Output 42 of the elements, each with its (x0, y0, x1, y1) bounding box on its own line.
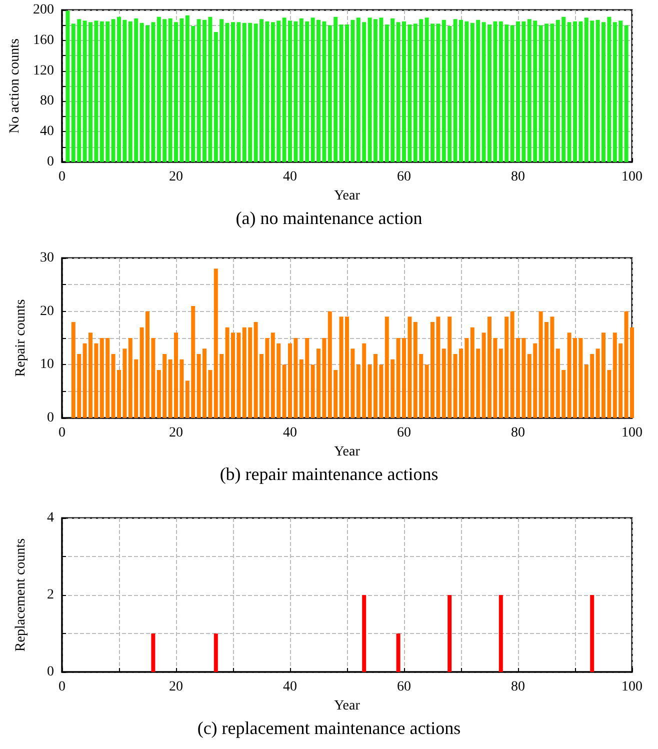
x-tick-label: 20 (169, 426, 183, 440)
x-tick-label: 0 (58, 170, 66, 184)
x-axis-title: Year (334, 698, 360, 714)
x-tick-label: 40 (283, 170, 297, 184)
y-tick-label: 10 (40, 357, 54, 372)
y-tick-label: 40 (40, 124, 54, 140)
text: (b) repair maintenance actions (220, 464, 438, 484)
y-axis-title: No action counts (8, 38, 23, 134)
x-tick-label: 0 (58, 680, 66, 694)
x-tick-label: 80 (511, 680, 525, 694)
text: (a) no maintenance action (236, 208, 422, 228)
y-tick-label: 120 (33, 63, 54, 78)
x-tick-label: 80 (511, 170, 525, 184)
x-axis-title: Year (334, 444, 360, 460)
x-tick-label: 100 (622, 170, 642, 184)
y-tick-label: 2 (47, 588, 54, 602)
x-tick-label: 20 (169, 170, 183, 184)
y-tick-label: 0 (47, 410, 54, 426)
x-tick-label: 60 (397, 170, 411, 184)
x-tick-label: 60 (397, 680, 411, 694)
y-tick-label: 160 (33, 32, 54, 48)
x-axis-title: Year (334, 188, 360, 204)
text: (c) replacement maintenance actions (197, 718, 461, 738)
x-tick-label: 100 (622, 426, 642, 440)
y-tick-label: 0 (47, 154, 54, 170)
y-tick-label: 80 (40, 94, 54, 109)
y-tick-label: 200 (33, 2, 54, 18)
bar (66, 10, 70, 162)
y-axis-title: Replacement counts (14, 538, 28, 652)
y-axis-title: Repair counts (14, 299, 28, 377)
y-tick-label: 30 (40, 250, 54, 266)
x-tick-label: 0 (58, 426, 66, 440)
y-tick-label: 0 (47, 664, 54, 680)
y-tick-label: 20 (40, 304, 54, 319)
x-tick-label: 40 (283, 680, 297, 694)
x-tick-label: 20 (169, 680, 183, 694)
x-tick-label: 60 (397, 426, 411, 440)
x-tick-label: 40 (283, 426, 297, 440)
x-tick-label: 80 (511, 426, 525, 440)
y-tick-label: 4 (47, 510, 54, 526)
bar (624, 25, 628, 162)
x-tick-label: 100 (622, 680, 642, 694)
